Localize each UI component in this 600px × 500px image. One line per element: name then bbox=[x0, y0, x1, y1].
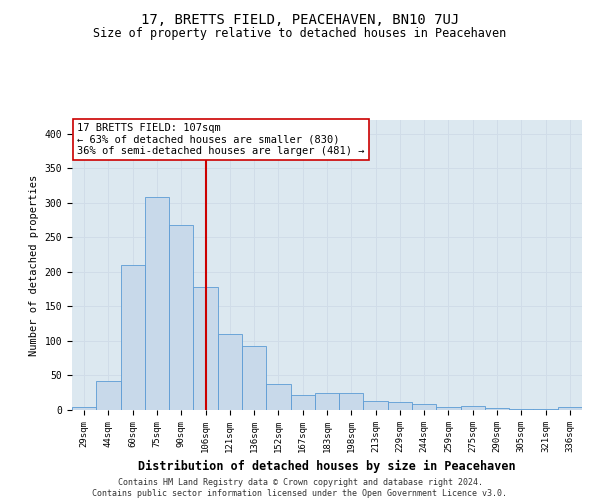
Text: 17 BRETTS FIELD: 107sqm
← 63% of detached houses are smaller (830)
36% of semi-d: 17 BRETTS FIELD: 107sqm ← 63% of detache… bbox=[77, 123, 365, 156]
Text: 17, BRETTS FIELD, PEACEHAVEN, BN10 7UJ: 17, BRETTS FIELD, PEACEHAVEN, BN10 7UJ bbox=[141, 12, 459, 26]
Bar bbox=[218, 334, 242, 410]
Bar bbox=[485, 408, 509, 410]
Bar bbox=[121, 265, 145, 410]
Text: Size of property relative to detached houses in Peacehaven: Size of property relative to detached ho… bbox=[94, 28, 506, 40]
Bar bbox=[72, 406, 96, 410]
Text: Contains HM Land Registry data © Crown copyright and database right 2024.
Contai: Contains HM Land Registry data © Crown c… bbox=[92, 478, 508, 498]
X-axis label: Distribution of detached houses by size in Peacehaven: Distribution of detached houses by size … bbox=[138, 460, 516, 473]
Bar bbox=[266, 384, 290, 410]
Bar bbox=[290, 395, 315, 410]
Bar bbox=[96, 381, 121, 410]
Bar bbox=[364, 401, 388, 410]
Bar bbox=[242, 346, 266, 410]
Bar bbox=[558, 407, 582, 410]
Bar bbox=[315, 392, 339, 410]
Bar bbox=[169, 225, 193, 410]
Bar bbox=[509, 408, 533, 410]
Bar bbox=[339, 392, 364, 410]
Bar bbox=[193, 287, 218, 410]
Bar bbox=[412, 404, 436, 410]
Bar bbox=[388, 402, 412, 410]
Bar bbox=[436, 407, 461, 410]
Bar bbox=[461, 406, 485, 410]
Bar bbox=[145, 198, 169, 410]
Y-axis label: Number of detached properties: Number of detached properties bbox=[29, 174, 39, 356]
